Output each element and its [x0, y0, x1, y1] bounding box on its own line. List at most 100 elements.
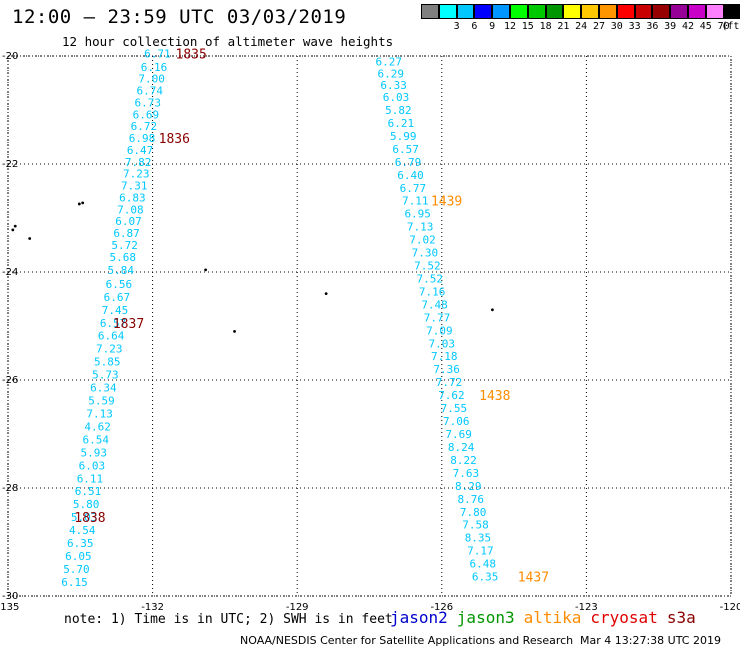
wave-height-label: 7.08 — [117, 203, 144, 216]
wave-height-label: 7.23 — [123, 168, 150, 181]
legend-swatch — [492, 4, 510, 19]
legend-tick-label: 9 — [489, 21, 496, 32]
legend-tick-label: 33 — [628, 21, 641, 32]
page-subtitle: 12 hour collection of altimeter wave hei… — [62, 34, 394, 49]
wave-height-label: 5.85 — [94, 356, 121, 369]
wave-height-label: 7.06 — [443, 415, 470, 428]
longitude-tick-label: -132 — [141, 602, 164, 613]
satellite-label-cryosat: cryosat — [590, 608, 658, 627]
wave-height-label: 6.29 — [377, 67, 404, 80]
legend-swatch — [563, 4, 582, 19]
footer-note: note: 1) Time is in UTC; 2) SWH is in fe… — [64, 612, 393, 627]
wave-height-label: 6.87 — [113, 227, 140, 240]
wave-height-label: 6.72 — [131, 120, 158, 133]
wave-height-label: 7.36 — [433, 363, 460, 376]
wave-height-label: 7.72 — [436, 376, 463, 389]
wave-height-label: 6.74 — [136, 85, 163, 98]
wave-height-label: 6.73 — [135, 96, 162, 109]
wave-height-label: 4.54 — [69, 524, 96, 537]
wave-height-label: 8.24 — [448, 441, 475, 454]
legend-tick-label: 3 — [453, 21, 460, 32]
latitude-tick-label: -22 — [2, 159, 18, 170]
legend-tick-label: 30 — [610, 21, 623, 32]
legend-swatch — [616, 4, 635, 19]
pass-time-label: 1836 — [159, 132, 190, 147]
credit-line: NOAA/NESDIS Center for Satellite Applica… — [240, 634, 574, 647]
wave-height-label: 6.35 — [67, 537, 94, 550]
latitude-tick-label: -28 — [2, 483, 18, 494]
wave-height-label: 6.47 — [127, 144, 154, 157]
wave-height-label: 7.17 — [467, 545, 494, 558]
legend-swatch — [581, 4, 599, 19]
wave-height-label: 6.35 — [472, 571, 499, 584]
wave-height-label: 7.13 — [407, 221, 434, 234]
latitude-tick-label: -20 — [2, 51, 18, 62]
legend-swatch — [705, 4, 724, 19]
legend-tick-label: 39 — [664, 21, 677, 32]
wave-height-label: 6.95 — [404, 208, 431, 221]
wave-height-label: 6.79 — [395, 156, 422, 169]
wave-height-label: 5.03 — [71, 511, 98, 524]
wave-height-label: 6.27 — [376, 55, 403, 68]
legend-swatch — [510, 4, 528, 19]
latitude-tick-label: -26 — [2, 375, 18, 386]
legend-swatch — [421, 4, 439, 19]
latitude-tick-label: -24 — [2, 267, 18, 278]
wave-height-label: 6.77 — [400, 182, 427, 195]
legend-tick-label: 70 — [717, 21, 730, 32]
longitude-tick-label: -135 — [0, 602, 19, 613]
wave-height-label: 6.64 — [98, 330, 125, 343]
wave-height-label: 7.16 — [419, 285, 446, 298]
legend-tick-label: 15 — [521, 21, 534, 32]
wave-height-label: 5.70 — [63, 563, 90, 576]
pass-time-label: 1838 — [74, 511, 105, 526]
page-title: 12:00 – 23:59 UTC 03/03/2019 — [12, 6, 347, 28]
map-frame — [7, 55, 732, 597]
island-dot — [11, 228, 15, 232]
wave-height-label: 7.03 — [429, 337, 456, 350]
wave-height-label: 6.57 — [100, 317, 127, 330]
longitude-tick-label: -129 — [286, 602, 309, 613]
wave-height-label: 5.72 — [111, 239, 138, 252]
legend-tick-label: 6 — [471, 21, 478, 32]
wave-height-label: 7.77 — [424, 311, 451, 324]
legend-unit-label: (ft) — [721, 21, 740, 32]
wave-height-label: 6.57 — [392, 143, 419, 156]
satellite-legend: jason2 jason3 altika cryosat s3a — [390, 608, 705, 627]
pass-time-label: 1439 — [431, 195, 462, 210]
wave-height-label: 7.52 — [417, 272, 444, 285]
wave-height-label: 7.48 — [421, 298, 448, 311]
wave-height-label: 7.30 — [412, 247, 439, 260]
wave-height-label: 6.54 — [82, 433, 109, 446]
wave-height-label: 7.18 — [431, 350, 458, 363]
legend-swatch — [670, 4, 688, 19]
wave-height-label: 6.03 — [383, 91, 410, 104]
wave-height-label: 6.40 — [397, 169, 424, 182]
legend-tick-label: 18 — [539, 21, 552, 32]
legend-swatch — [438, 4, 457, 19]
wave-height-label: 6.16 — [141, 61, 168, 74]
legend-tick-label: 36 — [646, 21, 659, 32]
wave-height-label: 5.99 — [390, 130, 417, 143]
wave-height-label: 5.84 — [108, 264, 135, 277]
legend-swatch — [723, 4, 740, 19]
legend-tick-label: 45 — [699, 21, 712, 32]
wave-height-label: 7.80 — [460, 506, 487, 519]
wave-height-label: 6.34 — [90, 382, 117, 395]
satellite-label-jason2: jason2 — [390, 608, 448, 627]
legend-tick-label: 12 — [503, 21, 517, 32]
wave-height-label: 6.71 — [144, 47, 171, 60]
wave-height-label: 7.69 — [445, 428, 472, 441]
island-dot — [491, 308, 494, 312]
wave-height-label: 7.02 — [409, 234, 436, 247]
legend-tick-label: 24 — [575, 21, 588, 32]
satellite-label-s3a: s3a — [666, 608, 696, 627]
wave-height-label: 7.23 — [96, 343, 123, 356]
wave-height-label: 7.09 — [426, 324, 453, 337]
wave-height-label: 6.11 — [77, 472, 104, 485]
wave-height-label: 5.73 — [92, 369, 119, 382]
pass-time-label: 1835 — [176, 47, 207, 62]
legend-swatch — [545, 4, 564, 19]
longitude-tick-label: -123 — [575, 602, 598, 613]
